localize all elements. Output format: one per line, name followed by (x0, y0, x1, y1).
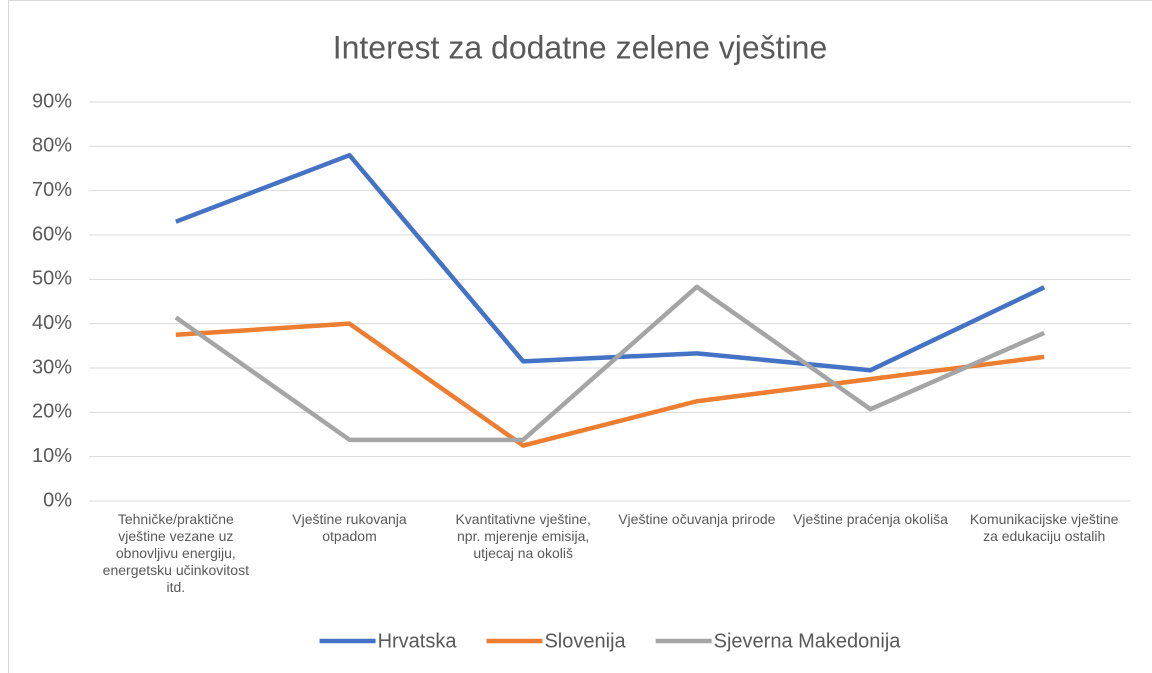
x-tick-label: Kvantitativne vještine, npr. mjerenje em… (455, 511, 591, 561)
y-tick-label: 40% (32, 312, 72, 334)
chart-title: Interest za dodatne zelene vještine (333, 29, 828, 65)
x-tick-label: Komunikacijske vještine za edukaciju ost… (969, 511, 1119, 544)
x-tick-label: Tehničke/praktične vještine vezane uz ob… (102, 511, 249, 595)
series-line (175, 152, 1046, 373)
x-tick-label: Vještine očuvanja prirode (618, 511, 776, 527)
legend-label: Hrvatska (378, 630, 458, 652)
y-tick-label: 90% (32, 90, 72, 112)
y-tick-label: 50% (32, 268, 72, 290)
legend-label: Slovenija (544, 630, 626, 652)
y-tick-label: 10% (32, 445, 72, 467)
chart-border (8, 0, 1152, 673)
y-tick-label: 60% (32, 223, 72, 245)
y-tick-label: 80% (32, 135, 72, 157)
legend-label: Sjeverna Makedonija (714, 630, 902, 652)
y-tick-label: 30% (32, 356, 72, 378)
y-tick-label: 70% (32, 179, 72, 201)
x-tick-label: Vještine praćenja okoliša (793, 511, 948, 527)
y-tick-label: 0% (43, 489, 72, 511)
series-line (175, 321, 1045, 448)
x-tick-label: Vještine rukovanja otpadom (292, 511, 407, 544)
y-tick-label: 20% (32, 401, 72, 423)
series-line (174, 284, 1046, 443)
